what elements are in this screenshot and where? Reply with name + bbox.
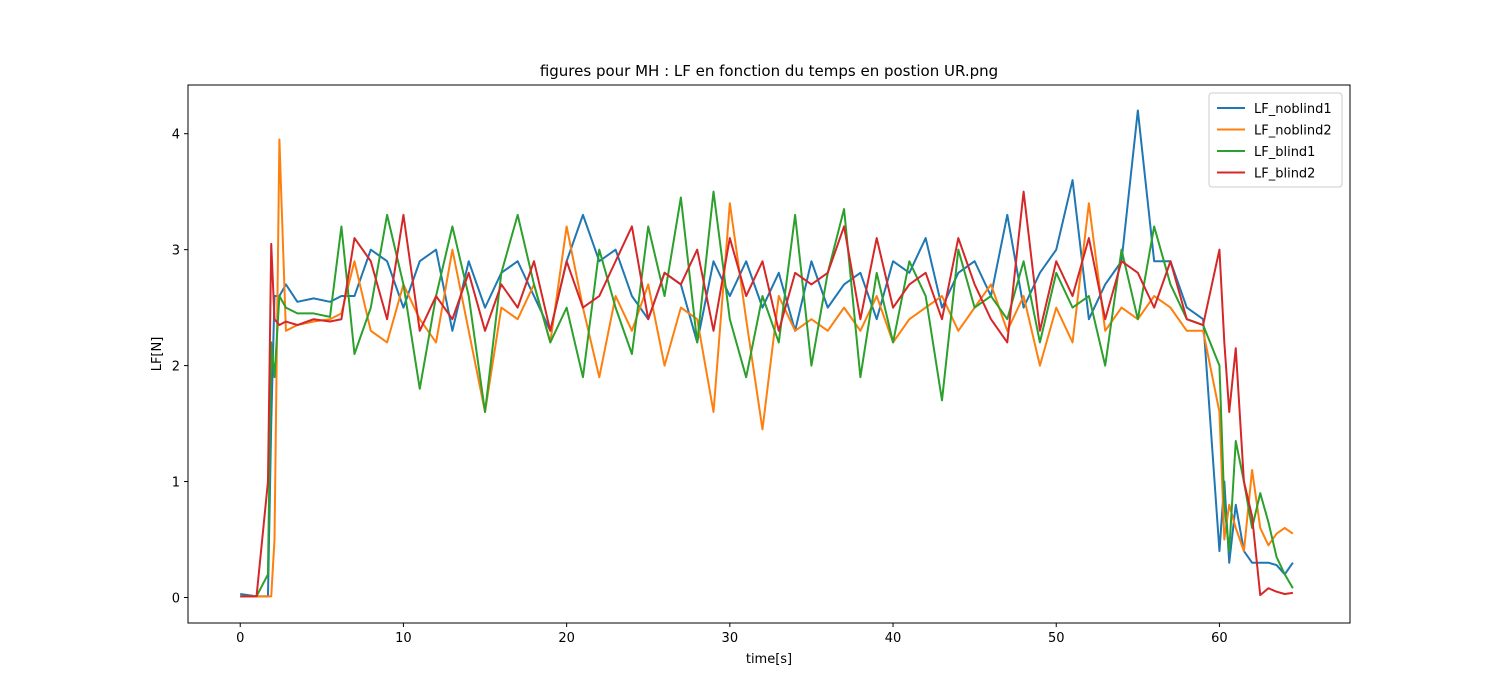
data-line	[240, 138, 1294, 598]
legend-label: LF_blind2	[1254, 167, 1315, 182]
x-tick-label: 20	[558, 631, 575, 646]
chart-title: figures pour MH : LF en fonction du temp…	[540, 62, 998, 80]
plot-frame	[187, 84, 1351, 624]
x-tick-label: 0	[236, 631, 244, 646]
x-tick-label: 10	[395, 631, 412, 646]
legend-box	[1208, 92, 1343, 188]
data-line	[240, 190, 1294, 598]
legend-label: LF_noblind2	[1254, 124, 1332, 139]
x-tick-label: 60	[1211, 631, 1228, 646]
data-line	[240, 190, 1294, 598]
legend-label: LF_blind1	[1254, 145, 1315, 160]
x-tick-label: 40	[885, 631, 902, 646]
y-tick-label: 3	[172, 244, 180, 259]
x-tick-label: 50	[1048, 631, 1065, 646]
y-tick-label: 1	[172, 476, 180, 491]
legend-label: LF_noblind1	[1254, 102, 1332, 117]
y-tick-label: 2	[172, 360, 180, 375]
x-tick-label: 30	[722, 631, 739, 646]
data-line	[240, 109, 1294, 598]
y-axis-label: LF[N]	[150, 337, 165, 372]
y-tick-label: 0	[172, 591, 180, 606]
y-tick-label: 4	[172, 128, 180, 143]
x-axis-label: time[s]	[746, 652, 792, 667]
